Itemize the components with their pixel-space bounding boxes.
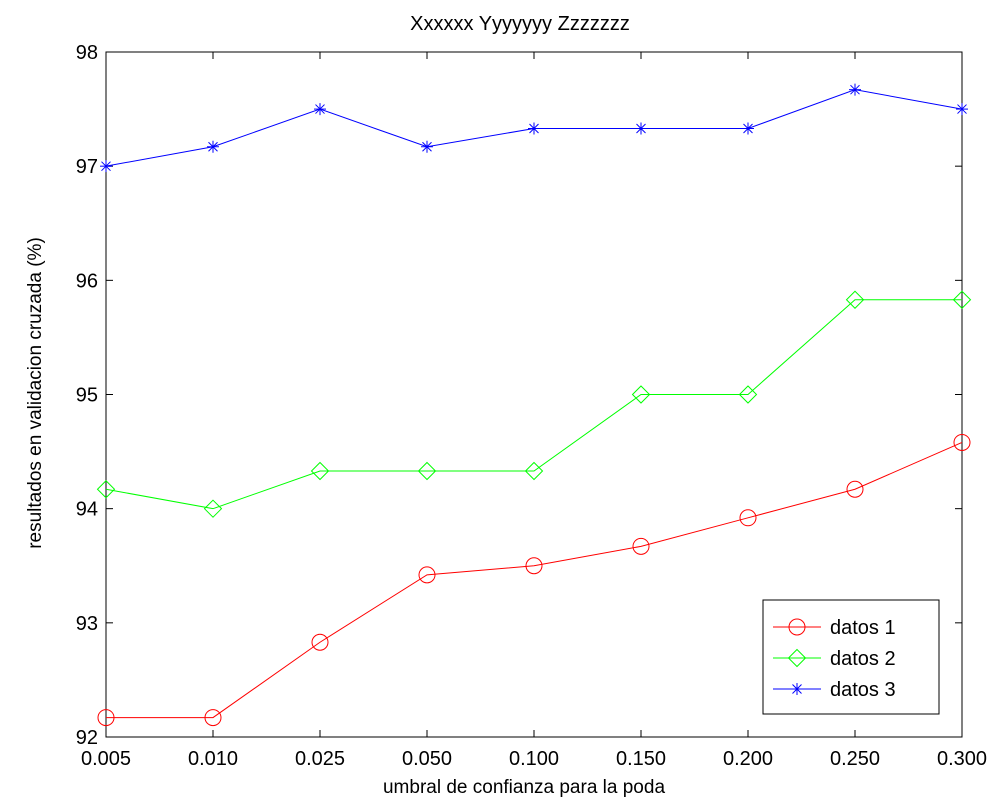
x-tick-label: 0.010 — [188, 748, 238, 770]
y-tick-label: 92 — [76, 727, 98, 749]
axes: 0.005 0.010 0.025 0.050 0.100 0.150 0.200 0.250… — [76, 42, 987, 770]
legend-box — [762, 599, 940, 715]
y-tick-label: 95 — [76, 385, 98, 407]
legend-label: datos 1 — [830, 617, 896, 639]
y-tick-label: 97 — [76, 156, 98, 178]
data-point — [849, 83, 861, 96]
series-group — [96, 83, 972, 727]
legend-label: datos 2 — [830, 648, 896, 670]
data-point — [524, 461, 544, 481]
data-point — [310, 461, 330, 481]
series-1 — [97, 433, 971, 727]
x-tick-label: 0.100 — [509, 748, 559, 770]
y-tick-label: 96 — [76, 270, 98, 292]
data-point — [100, 160, 112, 173]
x-tick-label: 0.025 — [295, 748, 345, 770]
data-point — [207, 140, 219, 153]
data-point — [631, 385, 651, 404]
data-point — [952, 290, 972, 309]
legend-label: datos 3 — [830, 679, 896, 701]
data-point — [788, 618, 806, 636]
y-tick-label: 98 — [76, 42, 98, 64]
data-point — [96, 480, 116, 499]
data-point — [528, 122, 540, 135]
data-point — [953, 433, 971, 451]
data-point — [632, 537, 650, 555]
series-line — [105, 299, 962, 510]
data-point — [791, 683, 803, 695]
x-tick-label: 0.250 — [830, 748, 880, 770]
series-3 — [100, 83, 968, 173]
y-tick-label: 94 — [76, 499, 98, 521]
series-line — [106, 441, 963, 719]
data-point — [738, 385, 758, 404]
chart-title: Xxxxxx Yyyyyyy Zzzzzzz — [410, 13, 630, 35]
x-tick-label: 0.300 — [937, 748, 987, 770]
legend: datos 1 datos 2 datos 3 — [762, 599, 940, 715]
data-point — [418, 566, 436, 584]
data-point — [97, 709, 115, 727]
data-point — [311, 633, 329, 651]
x-tick-label: 0.200 — [723, 748, 773, 770]
x-axis-label: umbral de confianza para la poda — [383, 777, 665, 798]
data-point — [314, 103, 326, 116]
data-point — [525, 557, 543, 575]
data-point — [421, 140, 433, 153]
x-tick-label: 0.050 — [402, 748, 452, 770]
legend-entry: datos 1 — [773, 617, 896, 639]
data-point — [742, 122, 754, 135]
data-point — [204, 709, 222, 727]
data-point — [739, 509, 757, 527]
legend-entry: datos 2 — [773, 648, 896, 670]
series-2 — [96, 290, 972, 518]
legend-entry: datos 3 — [773, 679, 896, 701]
data-point — [846, 480, 864, 498]
x-tick-label: 0.005 — [81, 748, 131, 770]
data-point — [635, 122, 647, 135]
x-tick-label: 0.150 — [616, 748, 666, 770]
y-axis-label: resultados en validacion cruzada (%) — [25, 237, 46, 549]
data-point — [417, 461, 437, 481]
y-tick-label: 93 — [76, 613, 98, 635]
data-point — [845, 290, 865, 309]
data-point — [203, 499, 223, 518]
data-point — [787, 648, 807, 668]
data-point — [956, 103, 968, 116]
